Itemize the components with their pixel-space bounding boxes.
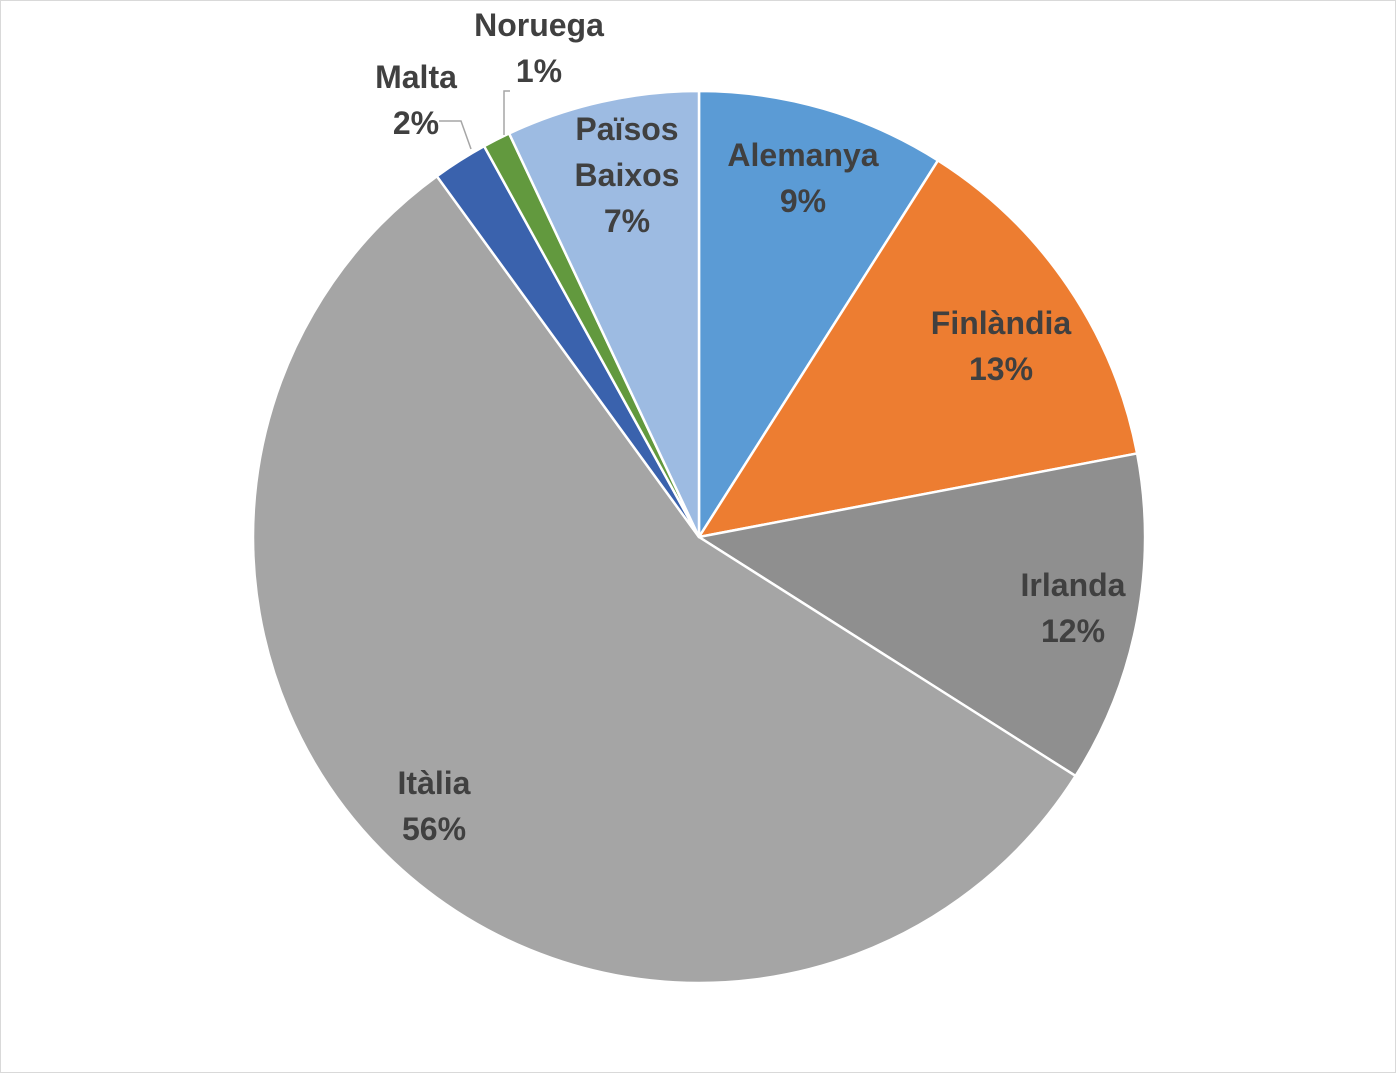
pie-slices xyxy=(251,89,1147,985)
data-label-value: 12% xyxy=(1041,613,1105,649)
pie-slice-irlanda xyxy=(697,452,1147,778)
data-label-category: Baixos xyxy=(575,157,680,193)
data-label-category: Malta xyxy=(375,59,457,95)
data-label-value: 1% xyxy=(516,53,562,89)
data-label-alemanya: Alemanya 9% xyxy=(727,137,878,219)
leader-line-malta xyxy=(439,120,472,150)
data-label-italia: Itàlia 56% xyxy=(398,765,471,847)
data-label-category: Noruega xyxy=(474,7,604,43)
pie-slice-italia xyxy=(251,174,1077,985)
data-label-value: 9% xyxy=(780,183,826,219)
pie-slice-finlandia xyxy=(697,159,1139,539)
data-label-category: Països xyxy=(575,111,678,147)
data-label-malta: Malta 2% xyxy=(375,59,457,141)
data-label-value: 56% xyxy=(402,811,466,847)
data-label-paisos-baixos: Països Baixos 7% xyxy=(575,111,680,239)
data-label-category: Finlàndia xyxy=(931,305,1072,341)
data-label-value: 2% xyxy=(393,105,439,141)
data-label-noruega: Noruega 1% xyxy=(474,7,604,89)
data-label-irlanda: Irlanda 12% xyxy=(1021,567,1126,649)
data-label-finlandia: Finlàndia 13% xyxy=(931,305,1072,387)
leader-line-noruega xyxy=(503,90,510,135)
pie-slice-alemanya xyxy=(697,89,940,539)
data-label-category: Itàlia xyxy=(398,765,471,801)
data-label-value: 13% xyxy=(969,351,1033,387)
data-label-value: 7% xyxy=(604,203,650,239)
pie-slice-paisos-baixos xyxy=(507,89,701,539)
data-labels: Alemanya 9% Finlàndia 13% Irlanda 12% Itàlia 56… xyxy=(375,7,1126,847)
data-label-category: Irlanda xyxy=(1021,567,1126,603)
leader-lines xyxy=(439,90,510,150)
data-label-category: Alemanya xyxy=(727,137,878,173)
